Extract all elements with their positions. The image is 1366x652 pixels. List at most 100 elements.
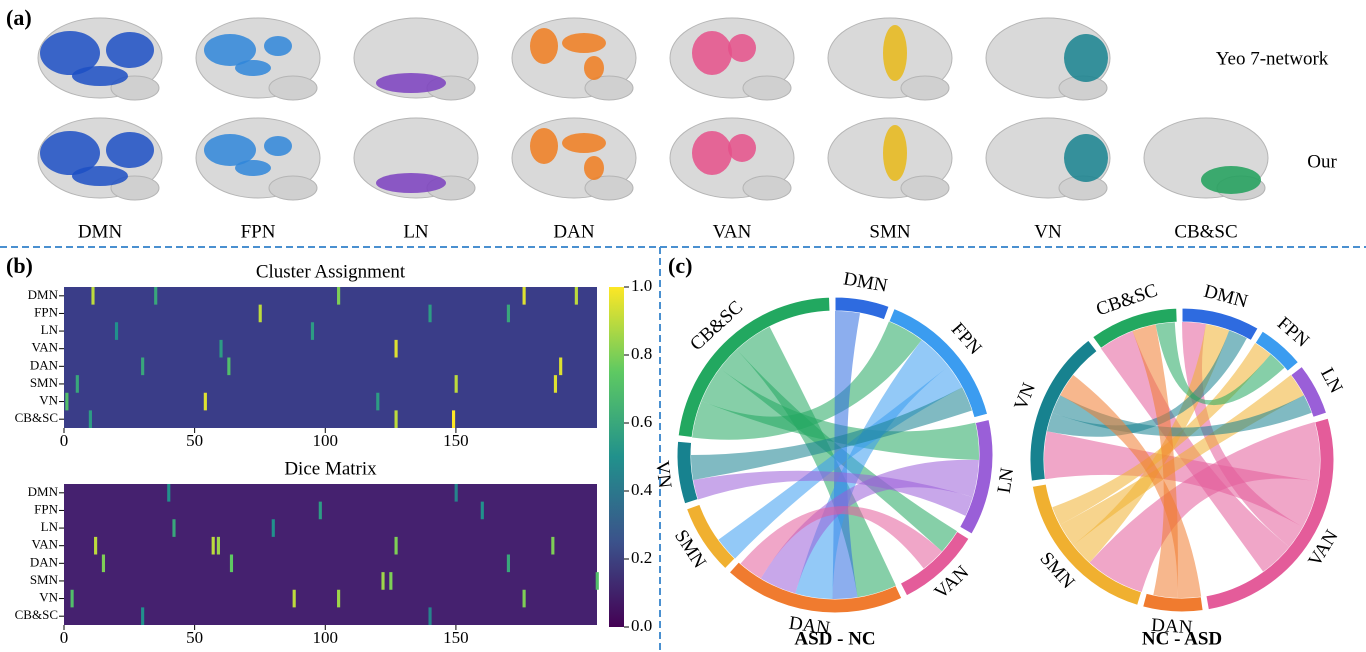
row-label: Our: [1307, 151, 1337, 172]
network-region: [376, 73, 446, 93]
panel-label: (c): [668, 253, 692, 278]
x-tick-label: 0: [60, 628, 69, 647]
network-label: DMN: [78, 221, 123, 242]
colorbar-label: 0.0: [631, 616, 652, 635]
row-label: DMN: [28, 484, 59, 499]
row-label: DAN: [30, 357, 59, 372]
heatmap-cell: [596, 572, 599, 590]
colorbar: [609, 287, 624, 627]
heatmap-cell: [455, 484, 458, 502]
network-label: CB&SC: [1174, 221, 1237, 242]
heatmap-cell: [154, 287, 157, 305]
network-region: [264, 36, 292, 56]
heatmap-cell: [293, 590, 296, 608]
heatmap-cell: [428, 305, 431, 323]
colorbar-label: 0.6: [631, 412, 652, 431]
network-region: [106, 32, 154, 68]
row-label: FPN: [34, 304, 58, 319]
network-region: [1064, 134, 1108, 182]
heatmap-cell: [507, 555, 510, 573]
network-region: [883, 125, 907, 181]
network-label: FPN: [241, 221, 276, 242]
network-region: [728, 34, 756, 62]
heatmap-cell: [167, 484, 170, 502]
row-label: FPN: [34, 501, 58, 516]
heatmap-cell: [481, 502, 484, 520]
network-region: [728, 134, 756, 162]
cerebellum: [269, 176, 317, 200]
row-label: VAN: [32, 537, 59, 552]
heatmap-cell: [337, 590, 340, 608]
segment-label: VN: [651, 460, 675, 490]
row-label: VN: [39, 393, 58, 408]
heatmap-cell: [559, 358, 562, 376]
x-tick-label: 50: [186, 628, 203, 647]
heatmap-cell: [115, 322, 118, 340]
x-tick-label: 100: [313, 628, 339, 647]
segment-label: LN: [994, 466, 1019, 494]
row-label: DAN: [30, 554, 59, 569]
network-region: [584, 56, 604, 80]
heatmap-cell: [381, 572, 384, 590]
network-region: [1064, 34, 1108, 82]
figure: (a) (b) (c) Yeo 7-network Our DMNFPNLNDA…: [0, 0, 1366, 652]
heatmap-background: [64, 484, 597, 625]
heatmap-cell: [319, 502, 322, 520]
heatmap-cell: [219, 340, 222, 358]
heatmap-cell: [455, 375, 458, 393]
network-region: [562, 33, 606, 53]
heatmap-cell: [395, 410, 398, 428]
network-region: [530, 128, 558, 164]
cerebellum: [901, 176, 949, 200]
heatmap-cell: [172, 519, 175, 537]
network-region: [692, 31, 732, 75]
network-region: [235, 160, 271, 176]
x-tick-label: 150: [443, 431, 469, 450]
segment-label: DMN: [842, 268, 890, 296]
row-label: Yeo 7-network: [1216, 48, 1329, 69]
heatmap-cell: [94, 537, 97, 555]
colorbar-label: 1.0: [631, 276, 652, 295]
cerebellum: [901, 76, 949, 100]
network-region: [692, 131, 732, 175]
heatmap-cell: [259, 305, 262, 323]
heatmap-cell: [551, 537, 554, 555]
heatmap-cell: [102, 555, 105, 573]
heatmap-cell: [76, 375, 79, 393]
cerebellum: [743, 76, 791, 100]
heatmap-cell: [141, 607, 144, 625]
heatmap-cell: [91, 287, 94, 305]
network-region: [562, 133, 606, 153]
heatmap-cell: [523, 287, 526, 305]
x-tick-label: 0: [60, 431, 69, 450]
network-label: VN: [1034, 221, 1062, 242]
row-label: SMN: [30, 572, 59, 587]
network-region: [235, 60, 271, 76]
heatmap-cell: [428, 607, 431, 625]
heatmap-cell: [554, 375, 557, 393]
network-region: [883, 25, 907, 81]
segment-label: VN: [1010, 380, 1040, 414]
chord-title: ASD - NC: [794, 628, 875, 649]
network-region: [530, 28, 558, 64]
colorbar-label: 0.8: [631, 344, 652, 363]
network-label: LN: [403, 221, 429, 242]
heatmap-cell: [311, 322, 314, 340]
heatmap-cell: [227, 358, 230, 376]
network-label: DAN: [553, 221, 594, 242]
row-label: CB&SC: [15, 607, 58, 622]
heatmap-cell: [272, 519, 275, 537]
heatmap-cell: [89, 410, 92, 428]
heatmap-cell: [507, 305, 510, 323]
network-label: SMN: [869, 221, 910, 242]
heatmap-cell: [395, 340, 398, 358]
segment-label: DMN: [1202, 281, 1251, 313]
panel-label: (a): [6, 5, 32, 30]
heatmap-cell: [212, 537, 215, 555]
heatmap-cell: [217, 537, 220, 555]
colorbar-label: 0.2: [631, 548, 652, 567]
row-label: DMN: [28, 287, 59, 302]
row-label: LN: [41, 322, 59, 337]
network-region: [376, 173, 446, 193]
heatmap-cell: [71, 590, 74, 608]
